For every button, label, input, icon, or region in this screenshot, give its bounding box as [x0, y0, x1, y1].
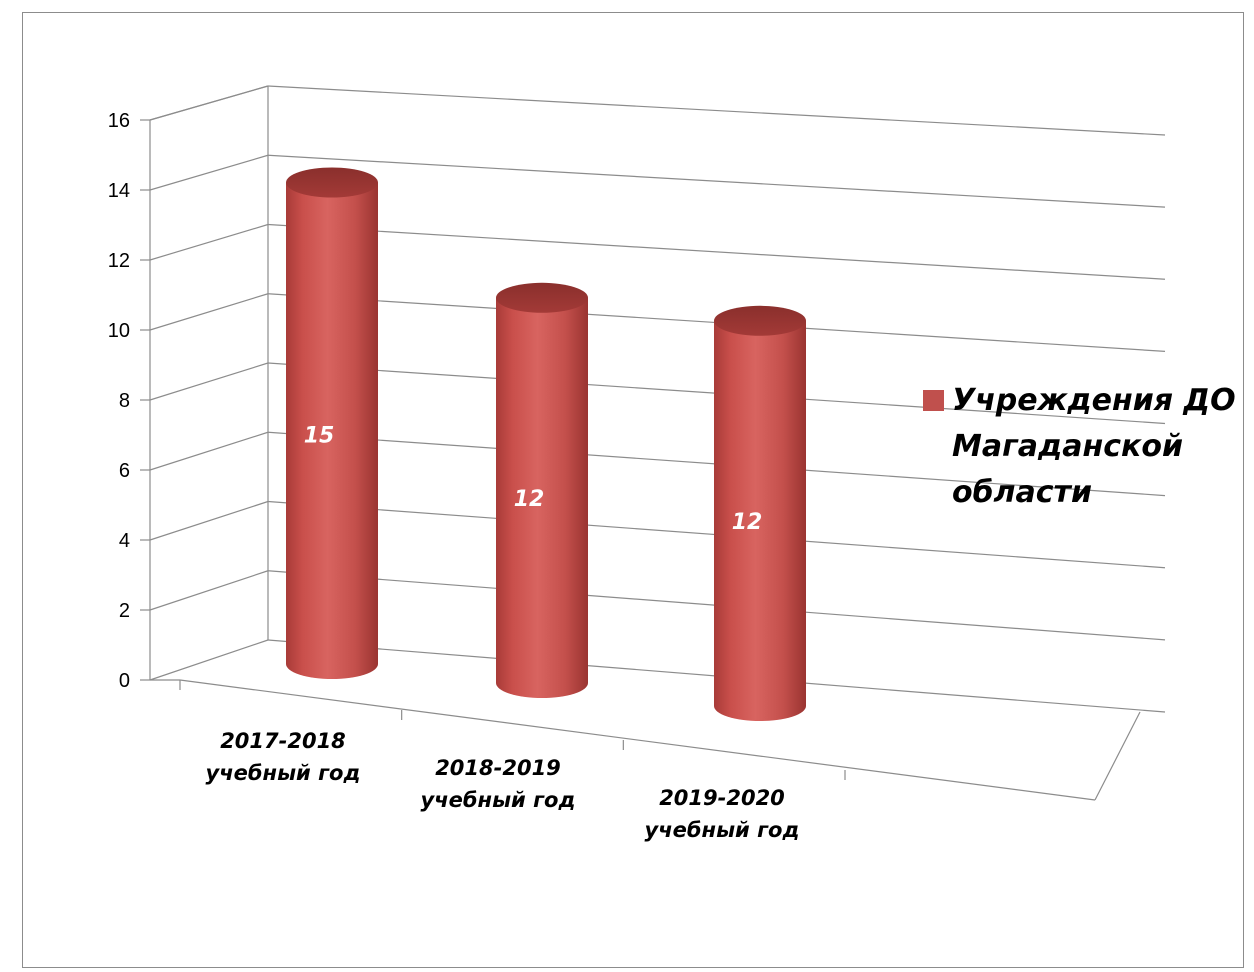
side-gridline	[149, 639, 269, 681]
bar-cylinder	[286, 167, 378, 679]
y-tick-label: 12	[108, 250, 130, 272]
side-gridline	[149, 362, 269, 401]
back-gridline	[267, 154, 1166, 208]
bar-cap	[496, 282, 588, 313]
legend-label: Учреждения ДО Магаданской области	[952, 383, 1236, 510]
x-tick-label: 2018-2019 учебный год	[421, 756, 576, 812]
bar-cap	[714, 305, 806, 336]
bar-body	[714, 320, 806, 721]
side-gridline	[149, 154, 269, 191]
legend-swatch	[923, 390, 944, 411]
x-axis-line	[179, 679, 1096, 801]
x-tick-label: 2019-2020 учебный год	[645, 786, 800, 842]
bar-cap	[286, 167, 378, 198]
bar-body	[496, 297, 588, 698]
back-gridline	[267, 85, 1166, 136]
side-gridline	[149, 570, 269, 611]
y-tick-label: 0	[119, 670, 130, 692]
data-label: 12	[514, 487, 545, 512]
y-tick-label: 16	[108, 110, 130, 132]
bar-cylinder	[714, 305, 806, 721]
y-tick-label: 6	[119, 460, 130, 482]
x-tick-label: 2017-2018 учебный год	[206, 729, 361, 785]
data-label: 15	[304, 424, 335, 449]
y-tick-label: 8	[119, 390, 130, 412]
side-gridline	[149, 431, 269, 471]
data-label: 12	[732, 510, 763, 535]
side-gridline	[149, 500, 269, 541]
y-tick-label: 10	[108, 320, 130, 342]
y-tick-label: 4	[119, 530, 130, 552]
floor-right-edge	[1094, 711, 1141, 801]
side-gridline	[149, 293, 269, 331]
bar-body	[286, 182, 378, 679]
top-side-edge	[149, 85, 269, 121]
side-gridline	[149, 223, 269, 261]
back-gridline	[267, 223, 1166, 280]
y-tick-label: 2	[119, 600, 130, 622]
chart-frame	[22, 12, 1244, 968]
bar-cylinder	[496, 282, 588, 698]
y-tick-label: 14	[108, 180, 130, 202]
